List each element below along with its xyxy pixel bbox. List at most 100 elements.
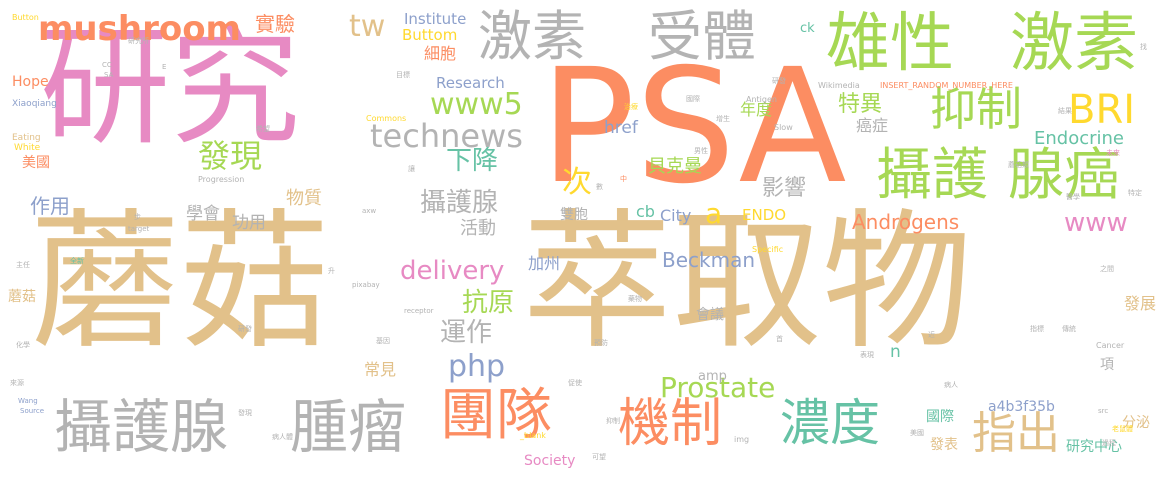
word-zengsheng: 增生 xyxy=(716,115,730,123)
word-pixabay: pixabay xyxy=(352,281,380,289)
word-androgens: Androgens xyxy=(852,210,960,234)
word-city: City xyxy=(660,206,692,225)
word-yaowu: 藥物 xyxy=(628,295,642,303)
word-tw: tw xyxy=(349,9,386,44)
word-button: Button xyxy=(12,13,39,22)
word-nongdu: 濃度 xyxy=(780,394,880,452)
word-wuzhi: 物質 xyxy=(286,188,322,209)
word-kangyuan: 抗原 xyxy=(462,288,515,318)
word-zhuren: 主任 xyxy=(16,261,30,269)
word-xiongxing: 雄性 xyxy=(826,7,954,81)
word-mushroom: mushroom xyxy=(38,9,241,49)
word-img: img xyxy=(734,435,750,444)
word-sheng: 升 xyxy=(328,267,335,275)
word-yanjiuzhongxin: 研究中心 xyxy=(1066,439,1122,455)
word-endocrine: Endocrine xyxy=(1034,128,1124,149)
word-shehuxian-big: 攝護腺 xyxy=(54,393,229,461)
word-kewang: 可望 xyxy=(592,453,606,461)
word-teding: 特定 xyxy=(1128,189,1142,197)
word-delivery: delivery xyxy=(400,256,505,286)
word-yizhi: 抑制 xyxy=(930,82,1022,136)
word-rang: 讓 xyxy=(408,165,415,173)
word-huiyi: 會議 xyxy=(696,307,724,323)
word-yizhi-small: 抑制 xyxy=(606,417,620,425)
word-href: href xyxy=(604,118,638,138)
word-xiaoqiang: Xiaoqiang xyxy=(12,99,57,109)
word-e: E xyxy=(162,63,167,71)
word-cushi: 促使 xyxy=(568,379,582,387)
word-jieguo: 結果 xyxy=(1058,107,1072,115)
word-endo: ENDO xyxy=(742,206,787,224)
word-teyi: 特異 xyxy=(838,92,883,117)
word-gongyong: 功用 xyxy=(232,213,266,233)
word-yanfa: 研發 xyxy=(772,77,786,85)
word-blank: _blank xyxy=(520,431,546,440)
word-shiyan: 實驗 xyxy=(255,12,295,36)
word-eating: Eating xyxy=(12,133,41,143)
word-niandu: 年度 xyxy=(740,100,773,119)
word-faxian-small: 發現 xyxy=(238,409,252,417)
word-shou: 首 xyxy=(776,335,783,343)
word-cb: cb xyxy=(636,202,655,221)
word-yixue: 醫學 xyxy=(1066,193,1080,201)
word-www: www xyxy=(1064,208,1128,238)
word-amp: amp xyxy=(698,369,727,384)
word-huodong: 活動 xyxy=(460,218,496,239)
word-xiajiang: 下降 xyxy=(446,146,499,176)
word-zhongliu: 腫瘤 xyxy=(290,393,407,461)
word-fazhan: 發展 xyxy=(1124,294,1157,313)
word-antigen: Antigen xyxy=(746,95,777,104)
word-ck: ck xyxy=(800,21,815,36)
word-mogu: 蘑菇 xyxy=(30,196,331,370)
word-shehu: 攝護 xyxy=(876,143,988,208)
word-zhibiao: 指標 xyxy=(1030,325,1044,333)
word-cc: CC xyxy=(102,61,112,69)
word-yunzuo: 運作 xyxy=(440,318,493,348)
word-bu: 步 xyxy=(134,213,141,221)
word-white: White xyxy=(14,143,41,153)
word-php: php xyxy=(448,349,506,384)
word-zhichu: 指出 xyxy=(972,408,1060,459)
word-bri: BRI xyxy=(1068,87,1136,133)
word-jizhi: 機制 xyxy=(618,394,723,454)
word-specific: Specific xyxy=(752,245,784,254)
word-laiyuan: 來源 xyxy=(10,379,24,387)
word-jiyin: 基因 xyxy=(376,337,390,345)
word-cuiquwu: 萃取物 xyxy=(522,196,973,370)
word-institute: Institute xyxy=(404,10,467,28)
word-fabiao: 發表 xyxy=(930,437,958,453)
word-bingren: 病人 xyxy=(944,381,958,389)
word-weilai: 未來 xyxy=(1106,149,1120,157)
word-xiwang: 希望 xyxy=(256,125,270,133)
word-moguLei: 蘑菇類 xyxy=(1008,161,1029,169)
word-changjian: 常見 xyxy=(364,360,397,379)
word-guoji-small: 國際 xyxy=(686,95,700,103)
word-shehuxian-mid: 攝護腺 xyxy=(420,188,499,218)
word-shuangbao: 雙胞 xyxy=(560,207,588,223)
word-meiguo: 美國 xyxy=(22,155,50,171)
word-aizheng: 癌症 xyxy=(856,116,889,135)
word-guocheng: 過程 xyxy=(1102,439,1116,447)
word-buttom: Buttom xyxy=(402,26,458,44)
word-technews: technews xyxy=(370,117,523,155)
word-wikimedia: Wikimedia xyxy=(818,81,860,90)
word-www5: www5 xyxy=(430,87,523,122)
word-quanxin: 全新 xyxy=(70,257,84,265)
word-zuoyong: 作用 xyxy=(30,194,70,218)
word-receptor: receptor xyxy=(404,307,434,315)
word-source: Source xyxy=(20,407,45,415)
word-a: a xyxy=(705,197,723,230)
word-zhijian: 之間 xyxy=(1100,265,1114,273)
word-xiang: 項 xyxy=(1100,357,1114,373)
word-beckman: Beckman xyxy=(662,248,756,272)
word-zhiliao: 治療 xyxy=(624,103,638,111)
word-laoshuti: 老鼠體 xyxy=(1112,425,1133,433)
word-xibao: 細胞 xyxy=(424,44,457,63)
word-jiazhou: 加州 xyxy=(528,254,561,273)
word-guoji: 國際 xyxy=(926,409,954,425)
word-axw: axw xyxy=(362,207,377,215)
word-society: Society xyxy=(524,453,576,469)
word-shu: 數 xyxy=(596,183,603,191)
word-bingrenti: 病人體 xyxy=(272,433,293,441)
